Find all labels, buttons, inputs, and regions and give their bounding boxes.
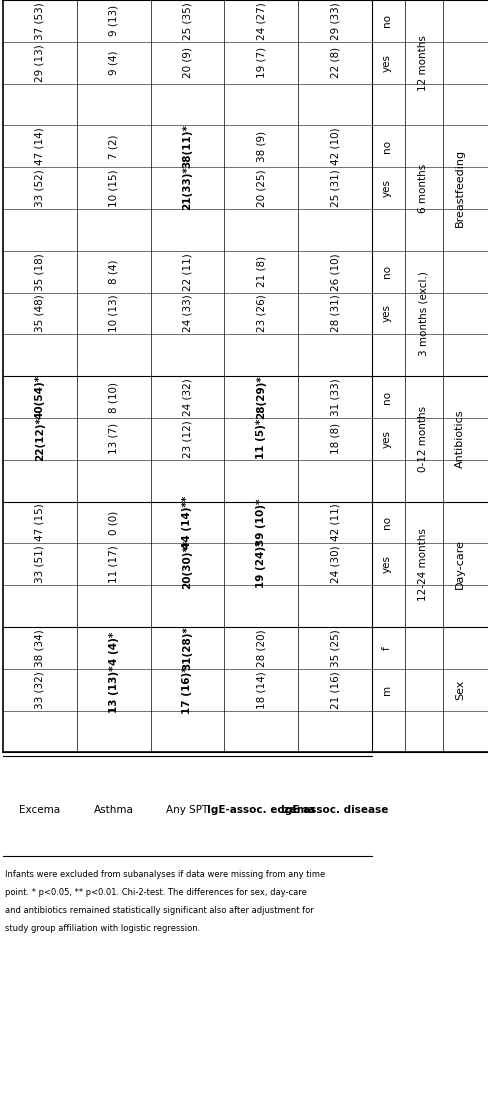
Text: 29 (33): 29 (33) xyxy=(329,2,340,40)
Text: 35 (25): 35 (25) xyxy=(329,629,340,667)
Text: 26 (10): 26 (10) xyxy=(329,253,340,290)
Text: 9 (13): 9 (13) xyxy=(108,6,119,37)
Text: 10 (15): 10 (15) xyxy=(108,170,119,207)
Text: 22 (11): 22 (11) xyxy=(182,253,192,290)
Text: 47 (15): 47 (15) xyxy=(35,504,45,542)
Text: 12-24 months: 12-24 months xyxy=(417,527,427,601)
Text: Infants were excluded from subanalyses if data were missing from any time: Infants were excluded from subanalyses i… xyxy=(5,870,325,879)
Text: study group affiliation with logistic regression.: study group affiliation with logistic re… xyxy=(5,924,200,933)
Text: IgE-assoc. eczema: IgE-assoc. eczema xyxy=(207,806,315,815)
Text: 6 months: 6 months xyxy=(417,164,427,213)
Text: Asthma: Asthma xyxy=(94,806,133,815)
Text: Day-care: Day-care xyxy=(454,540,464,589)
Text: 25 (31): 25 (31) xyxy=(329,170,340,207)
Text: 17 (16)*: 17 (16)* xyxy=(182,666,192,714)
Text: 33 (32): 33 (32) xyxy=(35,670,45,709)
Text: 24 (33): 24 (33) xyxy=(182,295,192,332)
Text: 21 (8): 21 (8) xyxy=(256,256,266,287)
Text: 13 (7): 13 (7) xyxy=(108,423,119,454)
Text: 10 (13): 10 (13) xyxy=(108,295,119,332)
Text: yes: yes xyxy=(381,555,391,573)
Text: yes: yes xyxy=(381,53,391,72)
Text: 18 (14): 18 (14) xyxy=(256,670,266,709)
Text: 33 (52): 33 (52) xyxy=(35,170,45,207)
Text: 42 (11): 42 (11) xyxy=(329,504,340,542)
Text: 29 (13): 29 (13) xyxy=(35,44,45,82)
Text: and antibiotics remained statistically significant also after adjustment for: and antibiotics remained statistically s… xyxy=(5,906,313,915)
Text: point. * p<0.05, ** p<0.01. Chi-2-test. The differences for sex, day-care: point. * p<0.05, ** p<0.01. Chi-2-test. … xyxy=(5,888,306,897)
Text: no: no xyxy=(381,14,391,28)
Text: f: f xyxy=(381,646,391,649)
Text: 19 (7): 19 (7) xyxy=(256,48,266,79)
Text: 40(54)*: 40(54)* xyxy=(35,375,45,419)
Text: 28 (31): 28 (31) xyxy=(329,295,340,332)
Text: 22(12)*: 22(12)* xyxy=(35,417,45,461)
Text: 7 (2): 7 (2) xyxy=(108,134,119,158)
Text: no: no xyxy=(381,516,391,529)
Text: 38 (34): 38 (34) xyxy=(35,629,45,667)
Text: 22 (8): 22 (8) xyxy=(329,48,340,79)
Text: yes: yes xyxy=(381,179,391,197)
Text: Any SPT: Any SPT xyxy=(166,806,208,815)
Text: 37 (53): 37 (53) xyxy=(35,2,45,40)
Text: 9 (4): 9 (4) xyxy=(108,51,119,75)
Text: 25 (35): 25 (35) xyxy=(182,2,192,40)
Text: 20 (25): 20 (25) xyxy=(256,170,266,207)
Text: 13 (13)*: 13 (13)* xyxy=(108,666,119,714)
Text: 20 (9): 20 (9) xyxy=(182,48,192,79)
Text: 28 (20): 28 (20) xyxy=(256,629,266,667)
Text: 8 (10): 8 (10) xyxy=(108,381,119,412)
Text: 35 (48): 35 (48) xyxy=(35,295,45,332)
Text: 0 (0): 0 (0) xyxy=(108,511,119,535)
Text: 4 (4)*: 4 (4)* xyxy=(108,632,119,665)
Text: 24 (30): 24 (30) xyxy=(329,545,340,583)
Text: 31(28)*: 31(28)* xyxy=(182,626,192,670)
Text: yes: yes xyxy=(381,430,391,448)
Text: no: no xyxy=(381,391,391,403)
Text: 38 (9): 38 (9) xyxy=(256,131,266,162)
Text: IgE assoc. disease: IgE assoc. disease xyxy=(281,806,388,815)
Text: Antibiotics: Antibiotics xyxy=(454,410,464,469)
Text: 11 (5)*: 11 (5)* xyxy=(256,419,266,459)
Text: Excema: Excema xyxy=(20,806,61,815)
Text: 35 (18): 35 (18) xyxy=(35,253,45,290)
Text: 0-12 months: 0-12 months xyxy=(417,406,427,472)
Text: 33 (51): 33 (51) xyxy=(35,545,45,583)
Text: no: no xyxy=(381,140,391,153)
Text: yes: yes xyxy=(381,305,391,322)
Text: m: m xyxy=(381,685,391,695)
Text: 11 (17): 11 (17) xyxy=(108,545,119,583)
Text: 19 (24)*: 19 (24)* xyxy=(256,541,266,588)
Text: 28(29)*: 28(29)* xyxy=(256,376,266,419)
Text: no: no xyxy=(381,265,391,278)
Text: 24 (32): 24 (32) xyxy=(182,378,192,416)
Text: 20(30)**: 20(30)** xyxy=(182,540,192,589)
Text: 8 (4): 8 (4) xyxy=(108,259,119,284)
Text: 12 months: 12 months xyxy=(417,34,427,91)
Text: 31 (33): 31 (33) xyxy=(329,378,340,416)
Text: Sex: Sex xyxy=(454,679,464,700)
Text: 47 (14): 47 (14) xyxy=(35,127,45,165)
Text: 44 (14)**: 44 (14)** xyxy=(182,496,192,550)
Text: 23 (26): 23 (26) xyxy=(256,295,266,332)
Text: 21(33)*: 21(33)* xyxy=(182,166,192,211)
Text: 38(11)*: 38(11)* xyxy=(182,124,192,168)
Text: 21 (16): 21 (16) xyxy=(329,670,340,709)
Text: Breastfeeding: Breastfeeding xyxy=(454,150,464,227)
Text: 39 (10)*: 39 (10)* xyxy=(256,499,266,546)
Text: 42 (10): 42 (10) xyxy=(329,127,340,165)
Text: 3 months (excl.): 3 months (excl.) xyxy=(417,271,427,356)
Text: 24 (27): 24 (27) xyxy=(256,2,266,40)
Text: 18 (8): 18 (8) xyxy=(329,423,340,454)
Text: 23 (12): 23 (12) xyxy=(182,420,192,458)
